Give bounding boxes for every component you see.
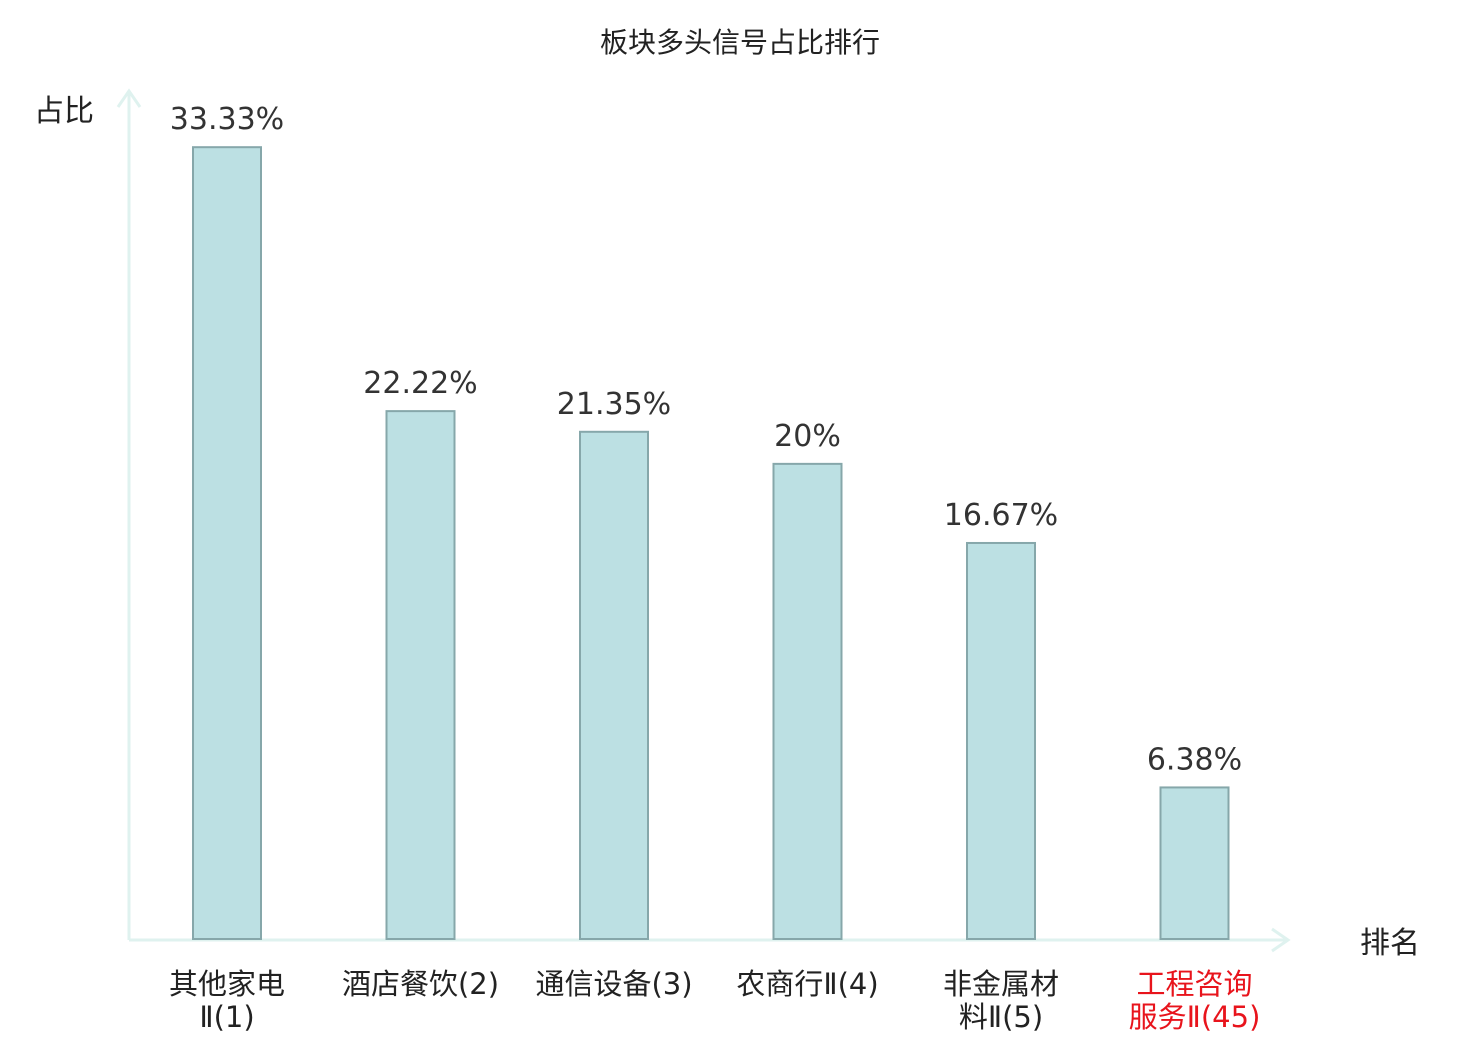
x-tick-label: 料Ⅱ(5) bbox=[959, 1000, 1043, 1034]
bars-group bbox=[192, 146, 1230, 940]
bar bbox=[385, 410, 456, 940]
bar bbox=[579, 430, 649, 940]
bar-value-label: 22.22% bbox=[363, 366, 477, 401]
x-tick-label: 工程咨询 bbox=[1136, 967, 1252, 1001]
bar bbox=[1159, 786, 1230, 940]
x-tick-label: 服务Ⅱ(45) bbox=[1129, 1000, 1261, 1034]
bar bbox=[192, 146, 262, 940]
x-axis-label: 排名 bbox=[1360, 926, 1420, 961]
x-axis-arrow bbox=[1271, 927, 1291, 953]
bar-value-label: 20% bbox=[774, 419, 841, 454]
bar-value-label: 21.35% bbox=[557, 387, 671, 422]
bar-value-label: 16.67% bbox=[944, 498, 1058, 533]
bar-value-label: 33.33% bbox=[170, 102, 284, 137]
chart-title: 板块多头信号占比排行 bbox=[600, 26, 880, 59]
x-tick-label: 农商行Ⅱ(4) bbox=[736, 967, 878, 1001]
x-tick-label: 其他家电 bbox=[169, 967, 285, 1001]
y-axis-label: 占比 bbox=[34, 94, 94, 129]
x-tick-label: 非金属材 bbox=[943, 967, 1059, 1001]
y-axis-arrow bbox=[116, 88, 142, 108]
bar-value-label: 6.38% bbox=[1147, 742, 1242, 777]
value-labels-group: 33.33% 22.22% 21.35% 20% 16.67% 6.38% bbox=[170, 102, 1242, 777]
x-tick-label: Ⅱ(1) bbox=[199, 1000, 254, 1034]
bar bbox=[966, 541, 1036, 940]
bar bbox=[772, 462, 843, 940]
x-tick-label: 通信设备(3) bbox=[535, 967, 692, 1001]
x-tick-label: 酒店餐饮(2) bbox=[342, 967, 499, 1001]
